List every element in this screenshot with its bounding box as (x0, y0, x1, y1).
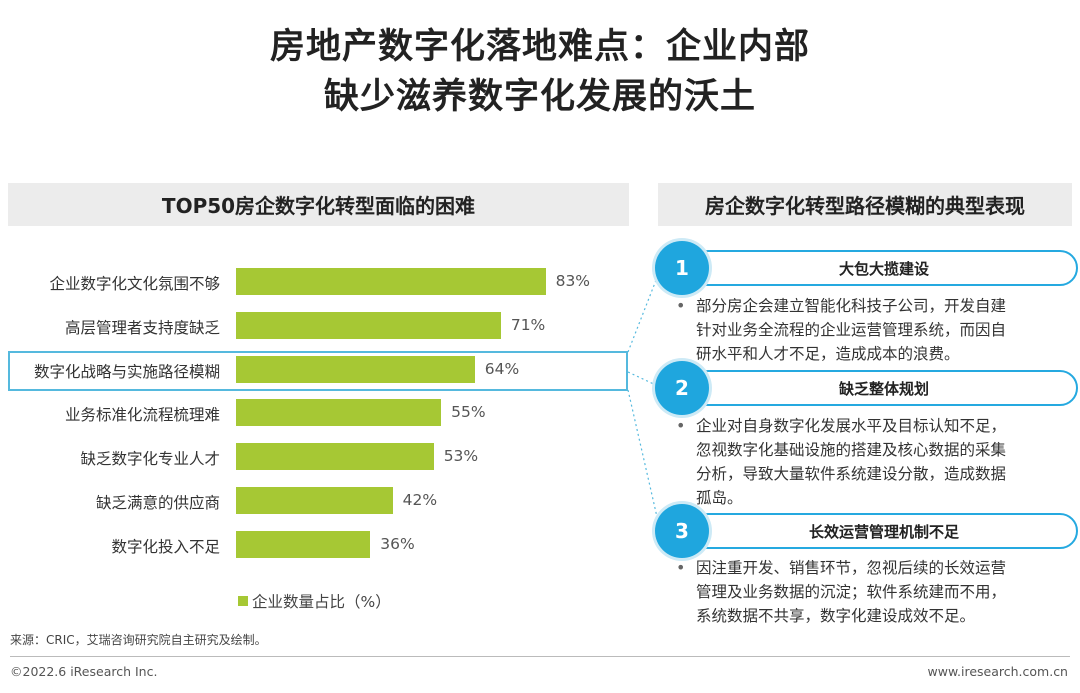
page-title-line2: 缺少滋养数字化发展的沃土 (323, 77, 756, 117)
item-1-desc: • 部分房企会建立智能化科技子公司，开发自建 针对业务全流程的企业运营管理系统，… (676, 294, 1068, 366)
category-label: 缺乏数字化专业人才 (80, 450, 220, 469)
category-label: 数字化投入不足 (111, 537, 220, 556)
source-note: 来源：CRIC，艾瑞咨询研究院自主研究及绘制。 (10, 633, 267, 647)
chart-panel-header: TOP50房企数字化转型面临的困难 (8, 183, 629, 226)
item-3-desc-line: 管理及业务数据的沉淀；软件系统建而不用， (696, 583, 1007, 601)
bar-value-label: 53% (443, 447, 479, 466)
legend-swatch (238, 596, 248, 606)
item-2-desc-line: 分析，导致大量软件系统建设分散，造成数据 (696, 465, 1007, 483)
legend-label: 企业数量占比（%） (252, 593, 391, 611)
item-3-desc: • 因注重开发、销售环节，忽视后续的长效运营 管理及业务数据的沉淀；软件系统建而… (676, 556, 1068, 628)
bar-value-label: 83% (555, 272, 591, 290)
bar-value-label: 42% (402, 491, 438, 509)
item-2-desc-line: 企业对自身数字化发展水平及目标认知不足， (696, 417, 1007, 435)
item-2-desc: • 企业对自身数字化发展水平及目标认知不足， 忽视数字化基础设施的搭建及核心数据… (676, 414, 1068, 510)
bar (236, 487, 393, 514)
item-2-desc-line: 孤岛。 (696, 489, 743, 507)
item-3-desc-line: 系统数据不共享，数字化建设成效不足。 (696, 607, 976, 625)
footer-divider (10, 656, 1070, 657)
category-label: 数字化战略与实施路径模糊 (33, 362, 220, 381)
item-1-desc-line: 部分房企会建立智能化科技子公司，开发自建 (696, 297, 1007, 315)
bar (236, 443, 434, 471)
cases-panel-header: 房企数字化转型路径模糊的典型表现 (658, 183, 1072, 226)
highlighted-category-box (8, 351, 628, 391)
footer-copyright: ©2022.6 iResearch Inc. (10, 664, 158, 679)
item-1-number: 1 (655, 241, 709, 295)
item-1-title: 大包大揽建设 (690, 250, 1078, 286)
item-1-desc-line: 研水平和人才不足，造成成本的浪费。 (696, 345, 960, 363)
category-label: 企业数字化文化氛围不够 (49, 275, 220, 293)
category-label: 缺乏满意的供应商 (95, 494, 220, 512)
bar-value-label: 71% (510, 315, 546, 334)
bar (236, 399, 442, 427)
bar-value-label: 55% (451, 403, 486, 422)
bar-value-label: 36% (380, 534, 415, 553)
bullet-icon: • (676, 558, 686, 577)
bullet-icon: • (676, 416, 686, 435)
bar (236, 268, 546, 295)
bar-value-label: 64% (484, 359, 520, 378)
connector-line-3 (627, 389, 661, 531)
page-title-line1: 房地产数字化落地难点：企业内部 (269, 27, 810, 67)
bar (236, 530, 371, 558)
connector-line-2 (627, 371, 661, 388)
bullet-icon: • (676, 296, 686, 315)
category-label: 业务标准化流程梳理难 (64, 406, 220, 425)
category-label: 高层管理者支持度缺乏 (64, 318, 220, 337)
item-1-desc-line: 针对业务全流程的企业运营管理系统，而因自 (696, 321, 1007, 339)
item-2-number: 2 (655, 361, 709, 415)
footer-website: www.iresearch.com.cn (927, 664, 1069, 679)
item-3-desc-line: 因注重开发、销售环节，忽视后续的长效运营 (696, 559, 1007, 577)
item-2-title: 缺乏整体规划 (690, 370, 1078, 406)
item-2-desc-line: 忽视数字化基础设施的搭建及核心数据的采集 (696, 441, 1007, 459)
bar (236, 355, 475, 383)
chart-legend: 企业数量占比（%） (238, 590, 391, 612)
item-3-title: 长效运营管理机制不足 (690, 513, 1078, 549)
bar (236, 311, 501, 339)
item-3-number: 3 (655, 504, 709, 558)
connector-line-1 (627, 269, 661, 353)
